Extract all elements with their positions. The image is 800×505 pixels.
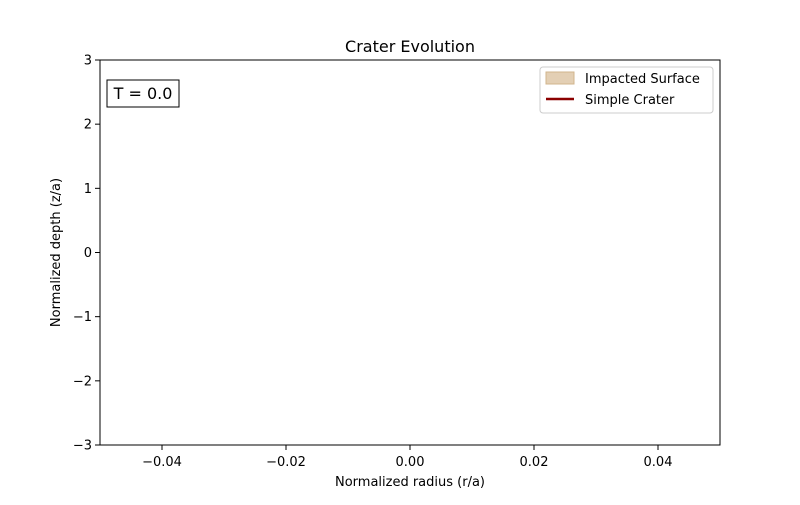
legend-swatch-impacted-surface [545, 71, 575, 85]
y-tick-label: −3 [73, 439, 92, 454]
y-tick-label: 2 [84, 118, 92, 133]
x-axis-ticks: −0.04 −0.02 0.00 0.02 0.04 [142, 445, 672, 470]
x-tick-label: 0.00 [396, 455, 425, 470]
y-tick-label: 0 [84, 246, 92, 261]
time-annotation-text: T = 0.0 [113, 84, 173, 103]
legend-frame [539, 66, 714, 114]
x-tick-label: −0.02 [266, 455, 306, 470]
time-annotation: T = 0.0 [106, 79, 180, 108]
y-axis-label: Normalized depth (z/a) [49, 178, 64, 327]
y-tick-label: −1 [73, 310, 92, 325]
x-tick-label: 0.02 [520, 455, 549, 470]
y-axis-ticks: −3 −2 −1 0 1 2 3 [73, 54, 100, 454]
y-tick-label: 1 [84, 182, 92, 197]
chart-title: Crater Evolution [345, 37, 475, 56]
y-tick-label: −2 [73, 374, 92, 389]
time-annotation-box [106, 79, 180, 108]
x-axis-label: Normalized radius (r/a) [335, 475, 485, 490]
x-tick-label: −0.04 [142, 455, 182, 470]
y-tick-label: 3 [84, 54, 92, 69]
plot-area [99, 59, 721, 446]
legend-label-simple-crater: Simple Crater [585, 93, 675, 108]
legend: Impacted Surface Simple Crater [539, 66, 714, 114]
x-tick-label: 0.04 [644, 455, 673, 470]
legend-label-impacted-surface: Impacted Surface [585, 72, 700, 87]
